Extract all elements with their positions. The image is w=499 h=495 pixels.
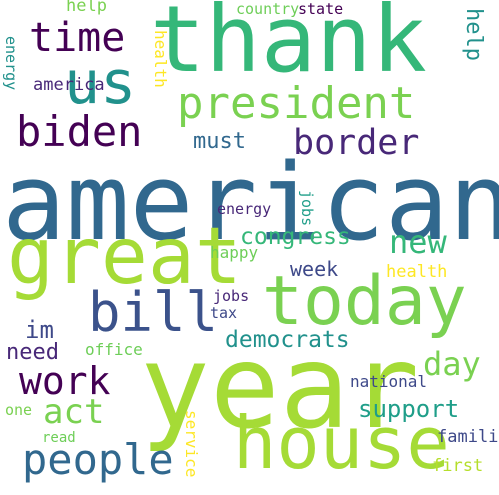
word-new: new (389, 223, 447, 261)
word-state: country (236, 0, 300, 18)
word-continue: read (42, 430, 76, 446)
word-people: people (22, 435, 174, 484)
word-one: jobs (213, 287, 250, 305)
word-work: work (19, 359, 111, 403)
word-great: great (7, 212, 242, 302)
word-proud: first (432, 456, 484, 476)
word-service: service (182, 410, 201, 478)
word-see: one (5, 401, 33, 419)
word-day: day (423, 345, 481, 383)
word-last: families (437, 427, 499, 447)
word-support: support (358, 395, 460, 423)
word-year: year (140, 320, 420, 455)
word-house: house (233, 401, 450, 485)
word-tax: energy (217, 200, 272, 218)
word-act: act (43, 392, 105, 432)
word-biden: biden (16, 107, 143, 156)
word-health: health (151, 30, 170, 88)
word-must: must (193, 129, 246, 154)
word-need: need (6, 340, 59, 365)
word-country: help (66, 0, 107, 16)
word-energy: energy (2, 36, 20, 91)
word-president: president (177, 78, 416, 129)
word-us: us (64, 48, 137, 118)
word-democrats: democrats (225, 327, 350, 353)
word-congress: congress (240, 224, 351, 250)
word-read: tax (210, 304, 238, 322)
word-office: happy (210, 243, 259, 262)
word-national: health (386, 262, 448, 282)
word-today: today (262, 262, 467, 341)
word-thank: thank (150, 0, 427, 93)
word-week: week (290, 257, 339, 281)
word-time: time (29, 15, 126, 61)
word-jobs: jobs (298, 190, 316, 227)
word-families: office (85, 340, 143, 359)
word-bill: bill (88, 281, 219, 344)
word-happy: america (33, 75, 105, 95)
word-first: national (350, 372, 428, 391)
word-america: state (298, 0, 344, 18)
word-im: im (25, 316, 54, 344)
word-border: border (293, 123, 420, 163)
word-help: help (461, 8, 486, 61)
word-american: american (2, 141, 499, 264)
